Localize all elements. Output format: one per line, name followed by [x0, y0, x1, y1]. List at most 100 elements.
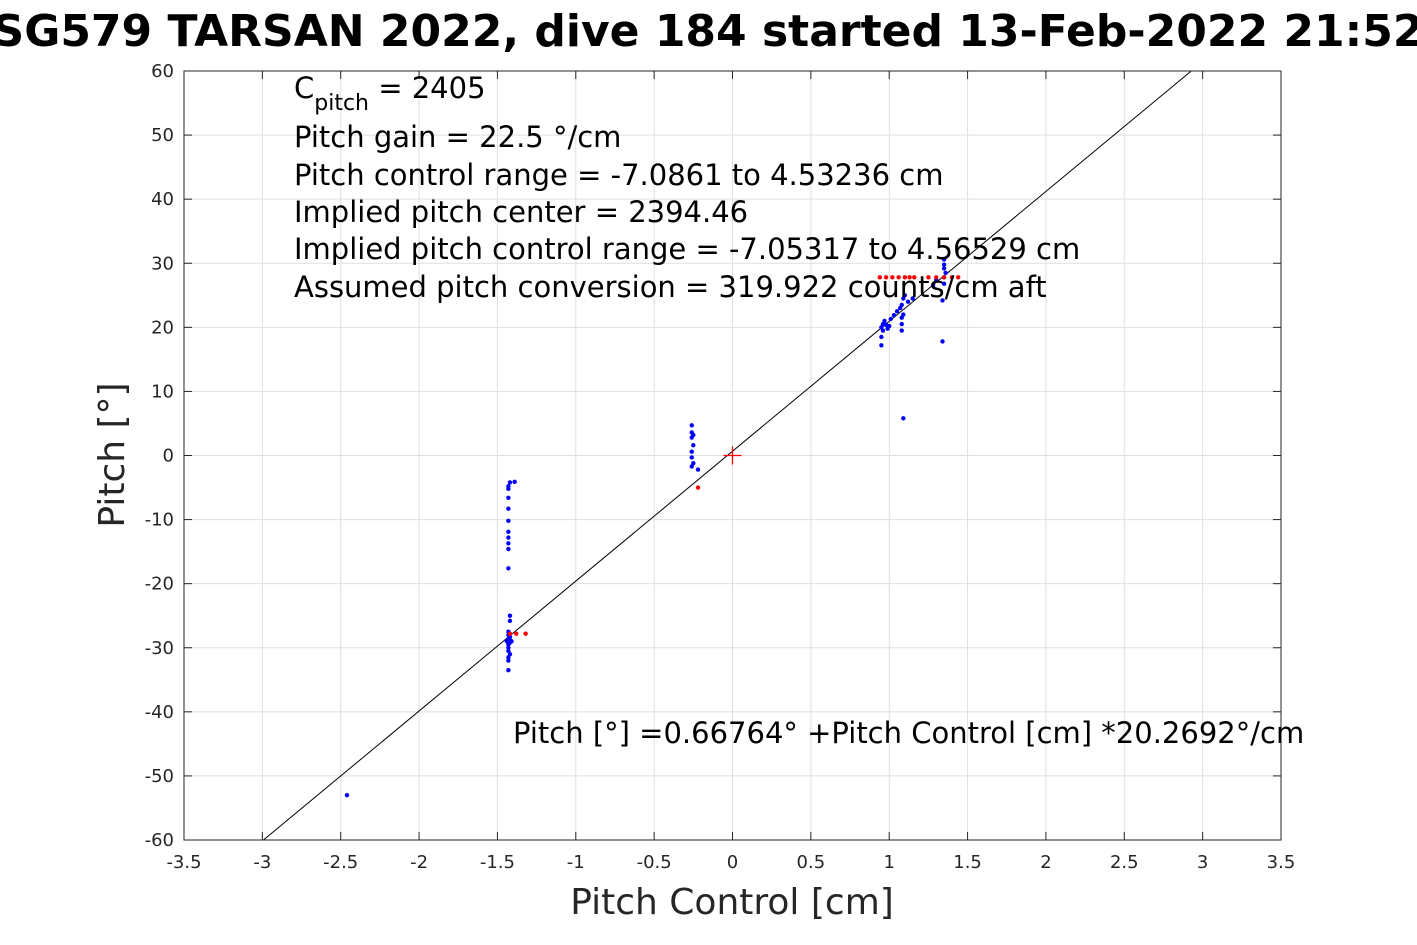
implied-pitch-center-annotation: Implied pitch center = 2394.46: [294, 195, 748, 229]
data-point-red: [912, 275, 917, 280]
data-point-red: [949, 275, 955, 280]
data-point-red: [507, 631, 513, 636]
data-point-blue: [894, 309, 900, 314]
data-point-blue: [689, 435, 694, 440]
plot-area: -3.5 -3 -2.5 -2 -1.5 -1 -0.5 0 0.5 1 1.5 2 2.5 3 3.5 -6…: [145, 61, 1296, 873]
x-tick-label: 2: [1040, 852, 1051, 873]
data-point-red: [955, 275, 961, 280]
data-point-blue: [899, 328, 904, 333]
y-tick-label: -50: [145, 766, 174, 787]
data-point-red: [695, 485, 701, 490]
c-pitch-value: = 2405: [369, 71, 486, 105]
data-point-red: [896, 275, 901, 280]
data-point-blue: [905, 299, 911, 304]
data-point-blue: [891, 312, 897, 318]
implied-pitch-range-annotation: Implied pitch control range = -7.05317 t…: [294, 232, 1080, 266]
y-tick-label: 0: [163, 446, 174, 467]
data-point-red: [883, 275, 889, 280]
x-tick-label: -1.5: [480, 852, 515, 873]
c-pitch-annotation: Cpitch = 2405: [294, 71, 486, 116]
data-point-blue: [879, 334, 884, 340]
y-tick-label: 60: [151, 61, 174, 82]
x-tick-label: 1: [883, 852, 894, 873]
data-point-blue: [506, 541, 511, 546]
data-point-blue: [507, 613, 513, 618]
y-tick-label: 10: [151, 381, 174, 402]
x-tick-label: 3: [1197, 852, 1208, 873]
data-point-blue: [506, 518, 511, 524]
pitch-control-range-annotation: Pitch control range = -7.0861 to 4.53236…: [294, 158, 943, 192]
data-point-blue: [940, 298, 945, 303]
data-point-blue: [930, 283, 936, 288]
x-tick-label: -3.5: [166, 852, 201, 873]
data-point-blue: [506, 495, 511, 500]
data-point-blue: [943, 270, 948, 276]
data-point-blue: [506, 535, 511, 540]
x-tick-label: -0.5: [637, 852, 672, 873]
data-point-red: [902, 275, 908, 280]
x-tick-label: -3: [253, 852, 271, 873]
data-point-blue: [506, 655, 511, 660]
data-point-blue: [879, 343, 884, 348]
x-axis-label: Pitch Control [cm]: [570, 882, 894, 923]
x-tick-label: -2.5: [323, 852, 358, 873]
data-point-blue: [941, 262, 947, 267]
data-point-blue: [506, 658, 511, 663]
x-tick-label: 2.5: [1110, 852, 1139, 873]
y-axis-label: Pitch [°]: [92, 382, 133, 527]
data-point-blue: [689, 449, 694, 454]
data-point-blue: [689, 423, 694, 428]
pitch-gain-annotation: Pitch gain = 22.5 °/cm: [294, 120, 621, 154]
data-point-blue: [506, 529, 511, 534]
data-point-blue: [695, 467, 701, 472]
y-tick-label: -10: [145, 510, 174, 531]
y-tick-label: -30: [145, 638, 174, 659]
data-point-blue: [507, 618, 513, 624]
x-tick-label: 0: [727, 852, 738, 873]
data-point-blue: [509, 639, 514, 644]
x-tick-label: 3.5: [1267, 852, 1296, 873]
c-pitch-subscript: pitch: [314, 91, 369, 116]
data-point-blue: [506, 667, 511, 673]
annotation-block: Cpitch = 2405 Pitch gain = 22.5 °/cm Pit…: [294, 71, 1304, 750]
y-tick-label: 30: [151, 253, 174, 274]
x-tick-label: 1.5: [953, 852, 982, 873]
data-point-red: [934, 275, 939, 280]
data-point-red: [941, 275, 947, 280]
y-tick-label: -40: [145, 702, 174, 723]
data-point-blue: [506, 642, 511, 647]
y-tick-label: -60: [145, 830, 174, 851]
y-tick-label: 50: [151, 125, 174, 146]
y-tick-label: 40: [151, 189, 174, 210]
data-point-blue: [888, 316, 893, 322]
data-point-blue: [902, 293, 908, 298]
data-point-blue: [506, 506, 511, 511]
pitch-conversion-annotation: Assumed pitch conversion = 319.922 count…: [294, 270, 1047, 304]
x-tick-label: -1: [567, 852, 585, 873]
c-pitch-prefix: C: [294, 71, 314, 105]
data-point-blue: [882, 318, 887, 324]
data-point-blue: [512, 479, 517, 484]
y-tick-label: -20: [145, 574, 174, 595]
data-point-blue: [689, 455, 694, 460]
fit-equation-annotation: Pitch [°] =0.66764° +Pitch Control [cm] …: [513, 716, 1304, 750]
chart-title: SG579 TARSAN 2022, dive 184 started 13-F…: [0, 6, 1417, 57]
data-point-red: [926, 275, 931, 280]
data-point-blue: [941, 266, 947, 271]
data-point-blue: [910, 296, 915, 301]
data-point-blue: [506, 546, 511, 552]
data-point-blue: [901, 312, 906, 317]
y-tick-label: 20: [151, 317, 174, 338]
data-point-blue: [507, 480, 513, 485]
data-point-blue: [941, 281, 947, 286]
x-tick-label: 0.5: [797, 852, 826, 873]
data-point-red: [523, 631, 528, 636]
x-tick-label: -2: [410, 852, 428, 873]
data-point-blue: [506, 566, 511, 571]
data-point-red: [907, 275, 912, 280]
data-point-red: [877, 275, 883, 280]
data-point-red: [514, 631, 519, 636]
data-point-blue: [901, 416, 906, 421]
